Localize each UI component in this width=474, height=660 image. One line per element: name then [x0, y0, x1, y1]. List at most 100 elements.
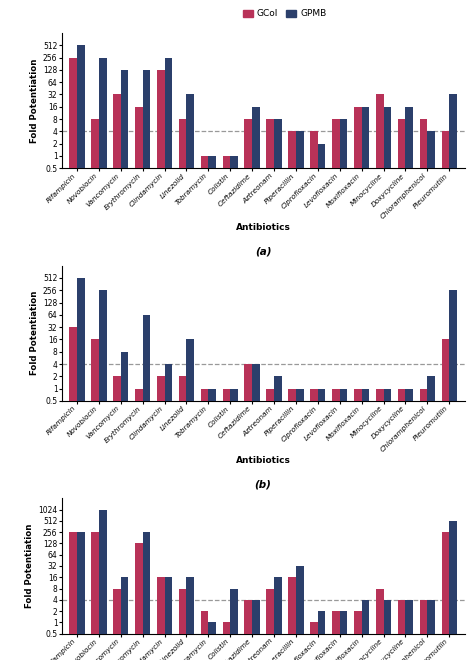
Bar — [441, 131, 449, 660]
Bar — [274, 119, 282, 660]
Bar — [419, 600, 427, 660]
Bar — [186, 578, 194, 660]
Bar — [354, 611, 362, 660]
Bar — [179, 119, 186, 660]
Bar — [209, 389, 216, 660]
Bar — [266, 119, 274, 660]
Bar — [427, 600, 435, 660]
Bar — [230, 389, 238, 660]
Bar — [376, 94, 383, 660]
Bar — [143, 532, 150, 660]
Bar — [164, 57, 172, 660]
Bar — [332, 389, 340, 660]
Bar — [201, 156, 209, 660]
Bar — [310, 622, 318, 660]
Bar — [135, 389, 143, 660]
Bar — [419, 119, 427, 660]
Bar — [157, 578, 164, 660]
Bar — [296, 566, 303, 660]
Bar — [252, 600, 260, 660]
Bar — [186, 94, 194, 660]
Bar — [245, 600, 252, 660]
Bar — [113, 94, 121, 660]
Text: (a): (a) — [255, 247, 271, 257]
Bar — [310, 131, 318, 660]
Bar — [223, 156, 230, 660]
Bar — [164, 364, 172, 660]
Bar — [398, 119, 405, 660]
Bar — [405, 389, 413, 660]
Bar — [383, 389, 391, 660]
Bar — [201, 389, 209, 660]
Bar — [121, 352, 128, 660]
Bar — [91, 119, 99, 660]
Bar — [340, 611, 347, 660]
Bar — [383, 107, 391, 660]
Bar — [143, 70, 150, 660]
Bar — [332, 119, 340, 660]
Bar — [340, 119, 347, 660]
Y-axis label: Fold Potentiation: Fold Potentiation — [25, 524, 34, 608]
Bar — [135, 543, 143, 660]
Bar — [121, 70, 128, 660]
Bar — [288, 389, 296, 660]
Bar — [157, 376, 164, 660]
Bar — [318, 389, 326, 660]
Bar — [135, 107, 143, 660]
Bar — [376, 389, 383, 660]
Bar — [376, 589, 383, 660]
Bar — [245, 364, 252, 660]
Bar — [398, 389, 405, 660]
Bar — [310, 389, 318, 660]
Bar — [318, 611, 326, 660]
Bar — [69, 532, 77, 660]
Bar — [69, 327, 77, 660]
Bar — [69, 57, 77, 660]
Bar — [354, 107, 362, 660]
Bar — [296, 389, 303, 660]
Text: (b): (b) — [255, 479, 272, 490]
Bar — [157, 70, 164, 660]
Bar — [405, 107, 413, 660]
Bar — [252, 107, 260, 660]
Bar — [427, 131, 435, 660]
Bar — [266, 389, 274, 660]
Bar — [362, 107, 369, 660]
Bar — [230, 156, 238, 660]
Bar — [441, 339, 449, 660]
Bar — [77, 532, 85, 660]
Bar — [209, 156, 216, 660]
Bar — [449, 94, 457, 660]
X-axis label: Antibiotics: Antibiotics — [236, 223, 291, 232]
Bar — [121, 578, 128, 660]
Bar — [77, 46, 85, 660]
Bar — [99, 510, 107, 660]
X-axis label: Antibiotics: Antibiotics — [236, 455, 291, 465]
Bar — [362, 600, 369, 660]
Bar — [296, 131, 303, 660]
Bar — [179, 376, 186, 660]
Bar — [340, 389, 347, 660]
Bar — [201, 611, 209, 660]
Bar — [383, 600, 391, 660]
Bar — [91, 339, 99, 660]
Bar — [427, 376, 435, 660]
Bar — [441, 532, 449, 660]
Bar — [77, 278, 85, 660]
Bar — [143, 315, 150, 660]
Bar — [449, 521, 457, 660]
Legend: GCol, GPMB: GCol, GPMB — [239, 6, 330, 22]
Bar — [113, 589, 121, 660]
Bar — [274, 578, 282, 660]
Bar — [223, 389, 230, 660]
Y-axis label: Fold Potentiation: Fold Potentiation — [30, 59, 39, 143]
Bar — [186, 339, 194, 660]
Bar — [91, 532, 99, 660]
Y-axis label: Fold Potentiation: Fold Potentiation — [30, 291, 39, 376]
Bar — [266, 589, 274, 660]
Bar — [99, 290, 107, 660]
Bar — [113, 376, 121, 660]
Bar — [223, 622, 230, 660]
Bar — [209, 622, 216, 660]
Bar — [449, 290, 457, 660]
